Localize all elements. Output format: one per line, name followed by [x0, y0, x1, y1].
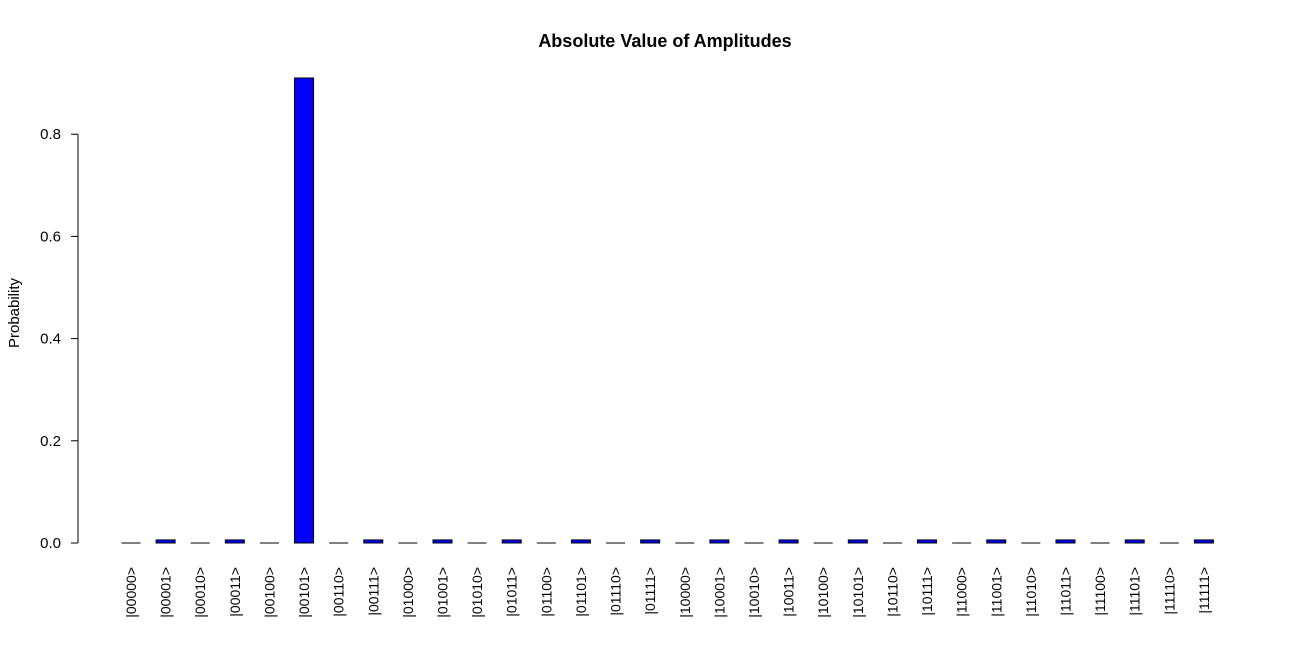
x-category-label: |00001> [158, 567, 174, 618]
bar [432, 539, 453, 544]
x-category-label: |00010> [192, 567, 208, 618]
x-category-label: |01001> [434, 567, 450, 618]
y-tick-label: 0.2 [40, 433, 61, 450]
x-category-label: |10111> [919, 567, 935, 616]
x-category-label: |11110> [1161, 567, 1177, 615]
bar [917, 539, 938, 544]
x-category-label: |01111> [642, 567, 658, 615]
x-category-label: |00101> [296, 567, 312, 618]
x-category-label: |11010> [1023, 567, 1039, 617]
x-category-label: |11001> [988, 567, 1004, 617]
x-category-label: |01011> [504, 567, 520, 617]
x-category-label: |11101> [1127, 567, 1143, 616]
x-category-label: |00000> [123, 567, 139, 618]
x-category-label: |01010> [469, 567, 485, 618]
bar [847, 539, 868, 544]
x-category-label: |10000> [677, 567, 693, 618]
y-tick-label: 0.8 [40, 126, 61, 143]
bar [501, 539, 522, 544]
x-category-label: |01101> [573, 567, 589, 617]
bar [640, 539, 661, 544]
y-tick-label: 0.0 [40, 535, 61, 552]
x-category-label: |10011> [781, 567, 797, 617]
y-axis: 0.0 0.2 0.4 0.6 0.8 [40, 126, 79, 552]
x-category-label: |11100> [1092, 567, 1108, 616]
x-category-label: |00110> [331, 567, 347, 617]
x-category-label: |00011> [227, 567, 243, 617]
x-category-label: |10100> [815, 567, 831, 618]
bar [778, 539, 799, 544]
bar [294, 77, 315, 544]
bar [709, 539, 730, 544]
bar [155, 539, 176, 544]
x-category-label: |10001> [711, 567, 727, 618]
bar [986, 539, 1007, 544]
bar [363, 539, 384, 544]
x-category-label: |00111> [365, 567, 381, 616]
bar [1193, 539, 1214, 544]
x-axis-labels: |00000> |00001> |00010> |00011> |00100> |0010… [123, 567, 1212, 618]
x-category-label: |11000> [954, 567, 970, 617]
x-category-label: |01100> [538, 567, 554, 617]
y-tick-label: 0.4 [40, 331, 61, 348]
x-category-label: |01000> [400, 567, 416, 618]
bar [1124, 539, 1145, 544]
x-category-label: |01110> [608, 567, 624, 616]
bar [570, 539, 591, 544]
x-category-label: |10110> [884, 567, 900, 617]
x-category-label: |11111> [1196, 567, 1212, 614]
chart-title: Absolute Value of Amplitudes [538, 31, 791, 51]
x-category-label: |10101> [850, 567, 866, 618]
bars [121, 77, 1214, 544]
y-axis-label: Probability [6, 277, 23, 348]
bar [1055, 539, 1076, 544]
x-category-label: |11011> [1057, 567, 1073, 616]
x-category-label: |10010> [746, 567, 762, 618]
y-tick-label: 0.6 [40, 228, 61, 245]
x-category-label: |00100> [261, 567, 277, 618]
bar [224, 539, 245, 544]
